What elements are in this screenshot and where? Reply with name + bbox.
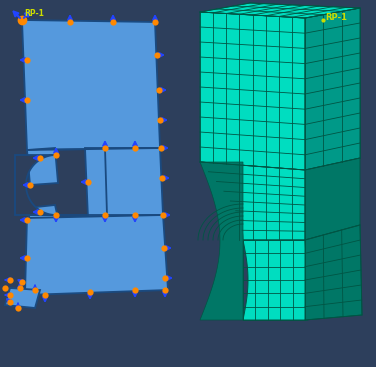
Polygon shape [243,240,308,320]
Polygon shape [200,162,243,320]
Polygon shape [27,205,58,220]
Text: RP-1: RP-1 [325,13,347,22]
Polygon shape [15,155,56,215]
Polygon shape [305,158,360,240]
Polygon shape [200,3,360,18]
Polygon shape [5,288,40,308]
Polygon shape [27,148,58,185]
Polygon shape [200,162,305,240]
Polygon shape [305,225,362,320]
Text: RP-1: RP-1 [24,9,44,18]
Polygon shape [305,8,360,170]
Polygon shape [25,215,168,295]
Polygon shape [22,20,160,150]
Polygon shape [200,12,305,170]
Polygon shape [85,148,163,218]
